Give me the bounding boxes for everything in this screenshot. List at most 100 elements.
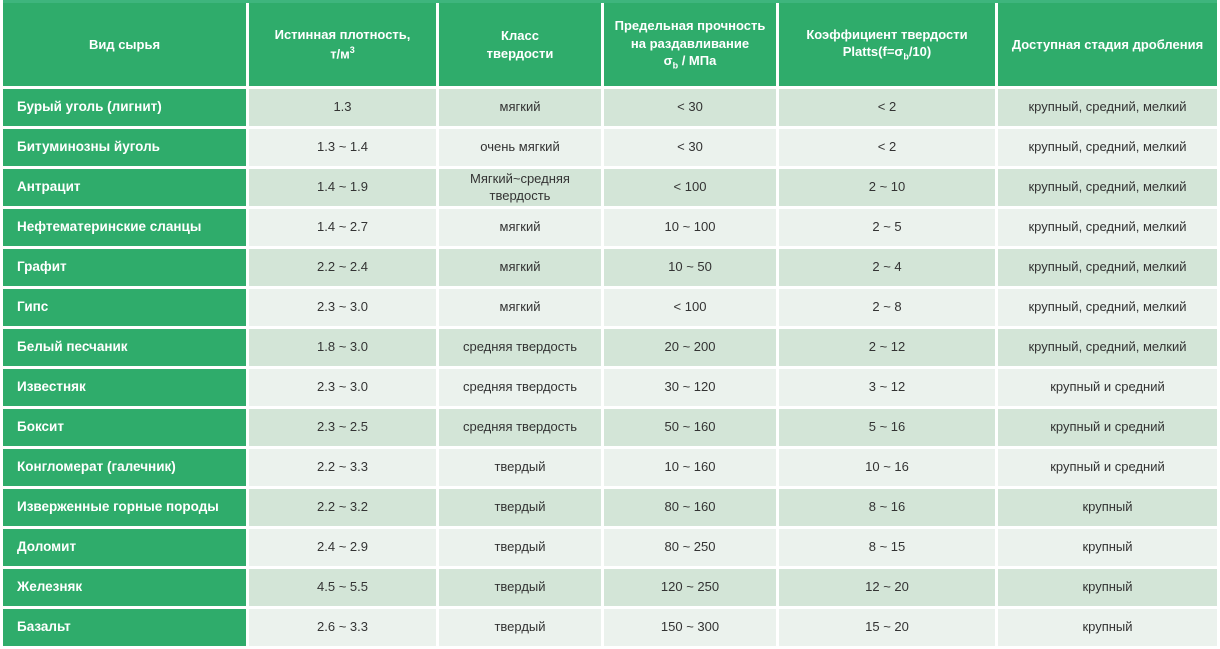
material-name-cell: Графит [3, 249, 246, 286]
col-header-density: Истинная плотность, т/м3 [249, 3, 436, 86]
density-cell: 2.3 ~ 3.0 [249, 289, 436, 326]
density-cell: 2.2 ~ 3.2 [249, 489, 436, 526]
hardness-class-cell: мягкий [439, 89, 601, 126]
col-header-hardness-line1: Класс [501, 27, 539, 43]
stages-cell: крупный и средний [998, 369, 1217, 406]
material-name-cell: Конгломерат (галечник) [3, 449, 246, 486]
table-row: Антрацит 1.4 ~ 1.9 Мягкий~средняя твердо… [3, 169, 1217, 206]
stages-cell: крупный, средний, мелкий [998, 209, 1217, 246]
material-name-cell: Бурый уголь (лигнит) [3, 89, 246, 126]
col-header-strength-line1: Предельная прочность [614, 18, 766, 34]
subscript-b: b [903, 52, 909, 62]
superscript-3: 3 [349, 44, 355, 55]
material-name-cell: Известняк [3, 369, 246, 406]
col-header-hardness-line2: твердости [486, 45, 554, 61]
density-cell: 2.4 ~ 2.9 [249, 529, 436, 566]
platts-cell: 2 ~ 10 [779, 169, 995, 206]
material-name-cell: Антрацит [3, 169, 246, 206]
material-name-cell: Доломит [3, 529, 246, 566]
material-name-cell: Базальт [3, 609, 246, 646]
col-header-hardness-class: Класс твердости [439, 3, 601, 86]
table-row: Битуминозны йуголь 1.3 ~ 1.4 очень мягки… [3, 129, 1217, 166]
table-row: Белый песчаник 1.8 ~ 3.0 средняя твердос… [3, 329, 1217, 366]
col-header-stages-label: Доступная стадия дробления [1011, 36, 1204, 52]
strength-cell: 10 ~ 50 [604, 249, 776, 286]
platts-cell: < 2 [779, 89, 995, 126]
density-cell: 2.6 ~ 3.3 [249, 609, 436, 646]
stages-cell: крупный, средний, мелкий [998, 329, 1217, 366]
strength-cell: 150 ~ 300 [604, 609, 776, 646]
material-name-cell: Железняк [3, 569, 246, 606]
sigma-symbol: σ [663, 53, 673, 69]
stages-cell: крупный [998, 529, 1217, 566]
stages-cell: крупный и средний [998, 409, 1217, 446]
density-cell: 1.3 ~ 1.4 [249, 129, 436, 166]
stages-cell: крупный, средний, мелкий [998, 289, 1217, 326]
strength-cell: < 30 [604, 129, 776, 166]
density-cell: 1.8 ~ 3.0 [249, 329, 436, 366]
hardness-class-cell: средняя твердость [439, 329, 601, 366]
density-cell: 4.5 ~ 5.5 [249, 569, 436, 606]
stages-cell: крупный, средний, мелкий [998, 89, 1217, 126]
density-cell: 2.3 ~ 3.0 [249, 369, 436, 406]
strength-cell: < 30 [604, 89, 776, 126]
material-name-cell: Белый песчаник [3, 329, 246, 366]
strength-cell: 30 ~ 120 [604, 369, 776, 406]
strength-cell: 10 ~ 100 [604, 209, 776, 246]
hardness-class-cell: мягкий [439, 209, 601, 246]
hardness-class-cell: твердый [439, 569, 601, 606]
hardness-class-cell: твердый [439, 449, 601, 486]
platts-cell: 2 ~ 8 [779, 289, 995, 326]
hardness-class-cell: средняя твердость [439, 369, 601, 406]
table-row: Бурый уголь (лигнит) 1.3 мягкий < 30 < 2… [3, 89, 1217, 126]
col-header-platts-line2: Platts(f=σb/10) [842, 44, 932, 62]
strength-cell: 20 ~ 200 [604, 329, 776, 366]
density-cell: 1.4 ~ 1.9 [249, 169, 436, 206]
col-header-material: Вид сырья [3, 3, 246, 86]
col-header-strength: Предельная прочность на раздавливание σb… [604, 3, 776, 86]
strength-cell: 10 ~ 160 [604, 449, 776, 486]
col-header-density-line1: Истинная плотность, [274, 27, 411, 43]
platts-cell: 15 ~ 20 [779, 609, 995, 646]
hardness-class-cell: твердый [439, 609, 601, 646]
table-row: Графит 2.2 ~ 2.4 мягкий 10 ~ 50 2 ~ 4 кр… [3, 249, 1217, 286]
material-name-cell: Битуминозны йуголь [3, 129, 246, 166]
hardness-class-cell: твердый [439, 489, 601, 526]
strength-cell: 50 ~ 160 [604, 409, 776, 446]
hardness-class-cell: очень мягкий [439, 129, 601, 166]
density-cell: 2.2 ~ 2.4 [249, 249, 436, 286]
col-header-strength-line2: на раздавливание [630, 35, 750, 51]
strength-cell: 120 ~ 250 [604, 569, 776, 606]
density-cell: 1.3 [249, 89, 436, 126]
stages-cell: крупный, средний, мелкий [998, 129, 1217, 166]
platts-cell: 10 ~ 16 [779, 449, 995, 486]
table-top-border [3, 0, 1217, 3]
platts-cell: 5 ~ 16 [779, 409, 995, 446]
stages-cell: крупный [998, 489, 1217, 526]
strength-cell: 80 ~ 250 [604, 529, 776, 566]
table-row: Доломит 2.4 ~ 2.9 твердый 80 ~ 250 8 ~ 1… [3, 529, 1217, 566]
table-row: Железняк 4.5 ~ 5.5 твердый 120 ~ 250 12 … [3, 569, 1217, 606]
col-header-density-line2: т/м3 [330, 44, 355, 62]
material-name-cell: Нефтематеринские сланцы [3, 209, 246, 246]
platts-cell: 12 ~ 20 [779, 569, 995, 606]
density-cell: 2.3 ~ 2.5 [249, 409, 436, 446]
stages-cell: крупный и средний [998, 449, 1217, 486]
subscript-b: b [672, 60, 679, 71]
table-row: Конгломерат (галечник) 2.2 ~ 3.3 твердый… [3, 449, 1217, 486]
hardness-class-cell: Мягкий~средняя твердость [439, 169, 601, 206]
stages-cell: крупный, средний, мелкий [998, 169, 1217, 206]
density-cell: 1.4 ~ 2.7 [249, 209, 436, 246]
col-header-strength-line3: σb / МПа [663, 53, 717, 71]
hardness-class-cell: средняя твердость [439, 409, 601, 446]
stages-cell: крупный, средний, мелкий [998, 249, 1217, 286]
hardness-class-cell: твердый [439, 529, 601, 566]
density-cell: 2.2 ~ 3.3 [249, 449, 436, 486]
platts-cell: 8 ~ 16 [779, 489, 995, 526]
strength-cell: < 100 [604, 169, 776, 206]
table-row: Известняк 2.3 ~ 3.0 средняя твердость 30… [3, 369, 1217, 406]
platts-cell: < 2 [779, 129, 995, 166]
table-row: Базальт 2.6 ~ 3.3 твердый 150 ~ 300 15 ~… [3, 609, 1217, 646]
platts-cell: 2 ~ 4 [779, 249, 995, 286]
